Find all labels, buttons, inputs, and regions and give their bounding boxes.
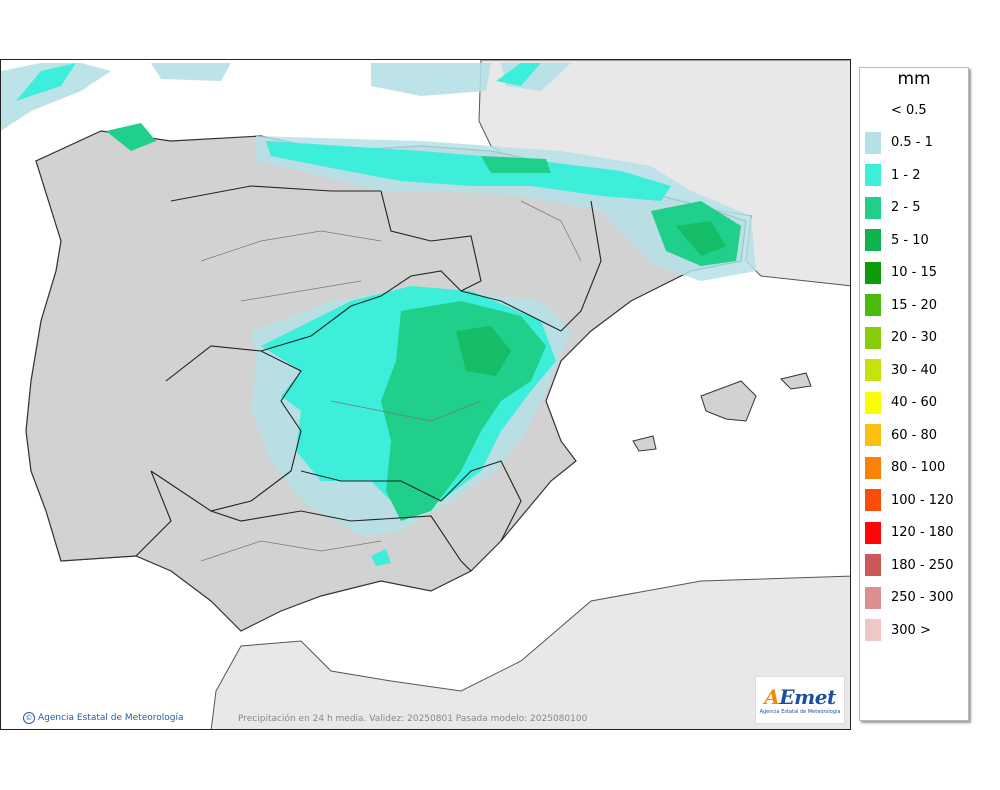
legend-label: 2 - 5 — [891, 200, 921, 215]
legend-label: < 0.5 — [891, 102, 927, 118]
legend-swatch — [865, 424, 881, 446]
legend-swatch — [865, 196, 881, 219]
footer-credit: © Agencia Estatal de Meteorología — [23, 712, 184, 724]
legend-label: 20 - 30 — [891, 330, 938, 345]
legend-item: 40 - 60 — [865, 391, 938, 414]
footer-info: Precipitación en 24 h media. Validez: 20… — [238, 714, 588, 724]
legend-swatch — [865, 359, 881, 381]
legend-label: 100 - 120 — [891, 492, 954, 508]
legend-swatch — [865, 554, 881, 576]
legend-item: 80 - 100 — [865, 456, 946, 479]
legend-swatch — [865, 131, 881, 154]
footer-credit-text: Agencia Estatal de Meteorología — [38, 713, 184, 723]
legend-swatch — [865, 489, 881, 511]
legend-item: 0.5 - 1 — [865, 131, 933, 154]
legend-title: mm — [897, 69, 931, 89]
legend-item: 30 - 40 — [865, 359, 937, 381]
legend-swatch — [865, 99, 881, 121]
legend-item: 120 - 180 — [865, 521, 954, 544]
legend-label: 60 - 80 — [891, 427, 938, 443]
legend-item: 10 - 15 — [865, 261, 938, 284]
legend-label: 15 - 20 — [891, 297, 938, 313]
legend-swatch — [865, 294, 881, 316]
legend-item: 15 - 20 — [865, 294, 937, 316]
legend-swatch — [865, 619, 881, 641]
legend-item: 1 - 2 — [865, 164, 921, 186]
legend-item: 250 - 300 — [865, 586, 954, 609]
legend-swatch — [865, 261, 881, 284]
legend-swatch — [865, 229, 881, 251]
legend-item: < 0.5 — [865, 99, 927, 121]
legend-label: 10 - 15 — [891, 265, 938, 280]
copyright-icon: © — [23, 712, 35, 724]
legend-item: 180 - 250 — [865, 554, 954, 576]
legend-label: 5 - 10 — [891, 232, 929, 248]
legend-swatch — [865, 586, 881, 609]
legend-item: 5 - 10 — [865, 229, 929, 251]
precipitation-map: © Agencia Estatal de Meteorología Precip… — [0, 59, 851, 730]
legend-item: 300 > — [865, 619, 931, 641]
legend-item: 20 - 30 — [865, 326, 938, 349]
legend-label: 40 - 60 — [891, 395, 938, 410]
legend-swatch — [865, 164, 881, 186]
legend-item: 60 - 80 — [865, 424, 937, 446]
legend-label: 0.5 - 1 — [891, 135, 933, 150]
legend-label: 120 - 180 — [891, 525, 954, 540]
legend-label: 180 - 250 — [891, 557, 954, 573]
legend-label: 250 - 300 — [891, 590, 954, 605]
legend-label: 80 - 100 — [891, 460, 946, 475]
legend-label: 1 - 2 — [891, 167, 921, 183]
legend-swatch — [865, 521, 881, 544]
legend-item: 100 - 120 — [865, 489, 954, 511]
legend-label: 300 > — [891, 622, 931, 638]
legend-label: 30 - 40 — [891, 362, 938, 378]
legend-item: 2 - 5 — [865, 196, 921, 219]
legend-swatch — [865, 326, 881, 349]
aemet-logo: AEmet Agencia Estatal de Meteorología — [755, 676, 845, 724]
legend-swatch — [865, 391, 881, 414]
legend: mm < 0.5 0.5 - 1 1 - 2 2 - 5 5 - 10 10 - 15 15… — [859, 67, 969, 721]
map-graphic — [1, 60, 850, 729]
legend-swatch — [865, 456, 881, 479]
